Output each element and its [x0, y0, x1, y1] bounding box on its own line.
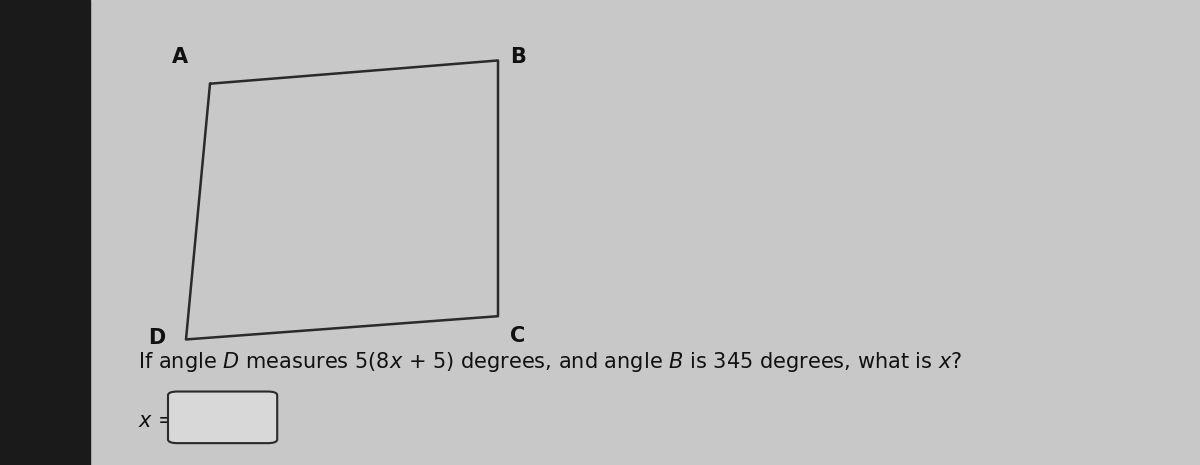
Text: $x$ =: $x$ =	[138, 411, 175, 431]
Text: If angle $D$ measures 5(8$x$ + 5) degrees, and angle $B$ is 345 degrees, what is: If angle $D$ measures 5(8$x$ + 5) degree…	[138, 350, 962, 374]
Bar	[0, 0, 90, 465]
Text: A: A	[173, 47, 188, 67]
Text: C: C	[510, 326, 526, 345]
Text: D: D	[149, 328, 166, 348]
Text: B: B	[510, 47, 526, 67]
FancyBboxPatch shape	[168, 392, 277, 443]
